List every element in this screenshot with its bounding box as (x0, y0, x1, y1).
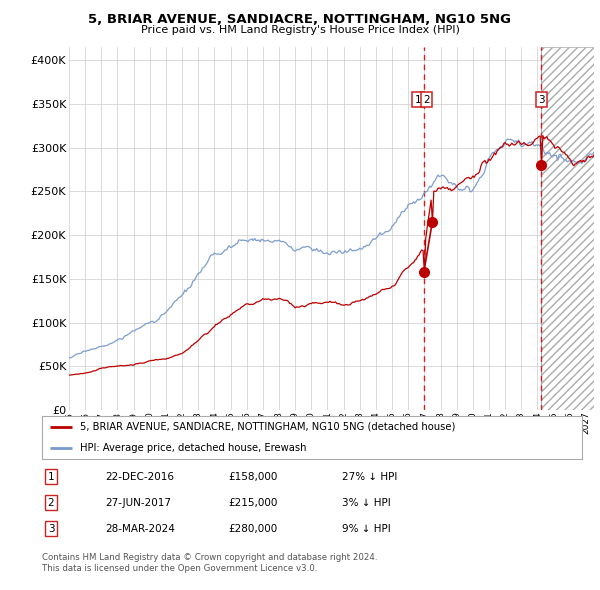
Text: 9% ↓ HPI: 9% ↓ HPI (342, 524, 391, 533)
Text: 1: 1 (415, 94, 421, 104)
Text: 27-JUN-2017: 27-JUN-2017 (105, 498, 171, 507)
Text: £215,000: £215,000 (228, 498, 277, 507)
Text: Price paid vs. HM Land Registry's House Price Index (HPI): Price paid vs. HM Land Registry's House … (140, 25, 460, 35)
Bar (541, 47, 594, 410)
Text: HPI: Average price, detached house, Erewash: HPI: Average price, detached house, Erew… (80, 443, 307, 453)
Text: 2: 2 (47, 498, 55, 507)
Text: 2: 2 (424, 94, 430, 104)
Text: 5, BRIAR AVENUE, SANDIACRE, NOTTINGHAM, NG10 5NG (detached house): 5, BRIAR AVENUE, SANDIACRE, NOTTINGHAM, … (80, 422, 455, 432)
Text: 3: 3 (47, 524, 55, 533)
Text: 28-MAR-2024: 28-MAR-2024 (105, 524, 175, 533)
Text: 3: 3 (538, 94, 545, 104)
Text: £280,000: £280,000 (228, 524, 277, 533)
Text: Contains HM Land Registry data © Crown copyright and database right 2024.
This d: Contains HM Land Registry data © Crown c… (42, 553, 377, 573)
Text: 5, BRIAR AVENUE, SANDIACRE, NOTTINGHAM, NG10 5NG: 5, BRIAR AVENUE, SANDIACRE, NOTTINGHAM, … (89, 13, 511, 26)
Text: 1: 1 (47, 472, 55, 481)
Text: 22-DEC-2016: 22-DEC-2016 (105, 472, 174, 481)
Text: 27% ↓ HPI: 27% ↓ HPI (342, 472, 397, 481)
Text: 3% ↓ HPI: 3% ↓ HPI (342, 498, 391, 507)
Text: £158,000: £158,000 (228, 472, 277, 481)
